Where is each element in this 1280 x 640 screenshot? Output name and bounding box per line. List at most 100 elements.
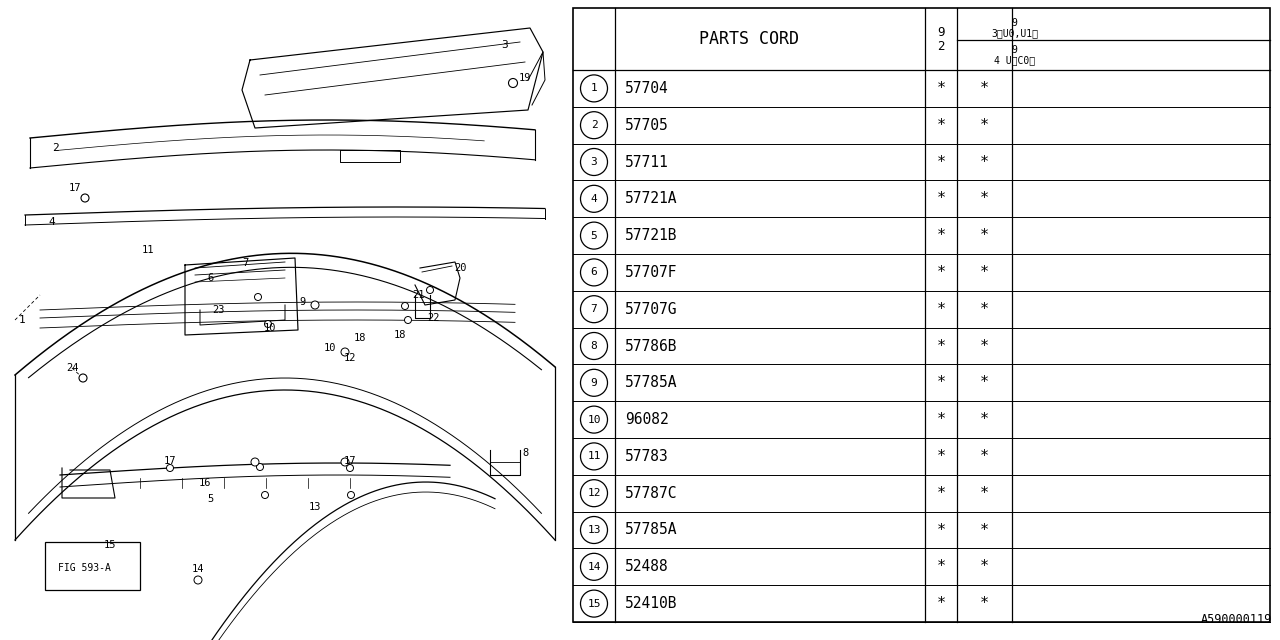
Circle shape [581,296,608,323]
Text: 7: 7 [590,304,598,314]
Circle shape [251,458,259,466]
Circle shape [261,492,269,499]
Bar [45,542,140,590]
Text: FIG 593-A: FIG 593-A [58,563,111,573]
Text: 7: 7 [242,258,248,268]
Circle shape [581,75,608,102]
Circle shape [166,465,174,472]
Text: 23: 23 [211,305,224,315]
Text: 10: 10 [324,343,337,353]
Text: *: * [980,339,989,353]
Text: *: * [937,81,946,96]
Text: 57786B: 57786B [625,339,677,353]
Text: 4: 4 [49,217,55,227]
Text: 57783: 57783 [625,449,668,464]
Text: *: * [980,81,989,96]
Text: *: * [937,375,946,390]
Text: *: * [980,118,989,132]
Text: *: * [980,301,989,317]
Text: 52410B: 52410B [625,596,677,611]
Circle shape [256,463,264,470]
Circle shape [581,148,608,175]
Text: *: * [937,118,946,132]
Circle shape [340,348,349,356]
Text: 17: 17 [69,183,81,193]
Bar [573,8,1270,622]
Text: 4: 4 [590,194,598,204]
Circle shape [340,458,349,466]
Text: *: * [980,375,989,390]
Text: 18: 18 [394,330,406,340]
Text: 9
4 U〈C0〉: 9 4 U〈C0〉 [995,45,1036,65]
Text: 2: 2 [590,120,598,130]
Text: *: * [937,265,946,280]
Text: 57705: 57705 [625,118,668,132]
Text: 96082: 96082 [625,412,668,427]
Text: *: * [980,228,989,243]
Text: 6: 6 [207,273,214,283]
Circle shape [581,369,608,396]
Text: 57785A: 57785A [625,375,677,390]
Text: 22: 22 [426,313,439,323]
Circle shape [347,492,355,499]
Text: 13: 13 [308,502,321,512]
Text: 57785A: 57785A [625,522,677,538]
Text: *: * [980,486,989,500]
Text: *: * [980,265,989,280]
Circle shape [265,321,271,328]
Text: 15: 15 [104,540,116,550]
Text: 1: 1 [19,315,26,325]
Circle shape [581,516,608,543]
Text: *: * [937,228,946,243]
Circle shape [508,79,517,88]
Text: 16: 16 [198,478,211,488]
Circle shape [402,303,408,310]
Text: 10: 10 [588,415,600,424]
Text: 8: 8 [522,448,529,458]
Circle shape [581,480,608,507]
Text: *: * [980,154,989,170]
Text: *: * [937,559,946,574]
Text: 13: 13 [588,525,600,535]
Text: 11: 11 [142,245,155,255]
Text: 9
2: 9 2 [937,26,945,52]
Text: PARTS CORD: PARTS CORD [699,30,799,48]
Circle shape [581,554,608,580]
Text: 57707F: 57707F [625,265,677,280]
Text: 14: 14 [588,562,600,572]
Text: 11: 11 [588,451,600,461]
Text: 10: 10 [264,323,276,333]
Text: *: * [937,486,946,500]
Circle shape [581,186,608,212]
Circle shape [79,374,87,382]
Text: 3: 3 [502,40,508,50]
Text: *: * [937,412,946,427]
Text: 9: 9 [590,378,598,388]
Circle shape [347,465,353,472]
Text: 57704: 57704 [625,81,668,96]
Text: A590000119: A590000119 [1201,613,1272,626]
Circle shape [581,406,608,433]
Circle shape [404,317,411,323]
Text: *: * [980,412,989,427]
Text: *: * [980,191,989,206]
Text: 18: 18 [353,333,366,343]
Text: *: * [937,596,946,611]
Text: 15: 15 [588,598,600,609]
Text: 20: 20 [453,263,466,273]
Text: 19: 19 [518,73,531,83]
Text: 21: 21 [412,290,424,300]
Circle shape [581,222,608,249]
Text: 57711: 57711 [625,154,668,170]
Text: 24: 24 [65,363,78,373]
Text: *: * [980,559,989,574]
Text: 8: 8 [590,341,598,351]
Text: 57721A: 57721A [625,191,677,206]
Text: 9: 9 [298,297,305,307]
Text: 5: 5 [590,230,598,241]
Circle shape [581,112,608,139]
Text: *: * [937,191,946,206]
Circle shape [255,294,261,301]
Text: *: * [937,339,946,353]
Circle shape [81,194,90,202]
